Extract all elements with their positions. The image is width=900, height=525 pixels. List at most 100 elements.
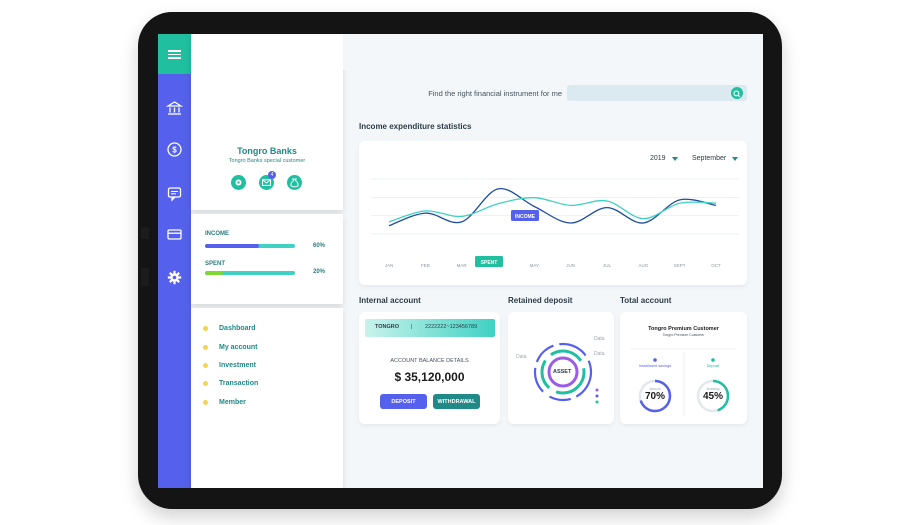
data-label: Data [594, 336, 605, 342]
income-series-line [388, 188, 717, 227]
svg-text:SPENT: SPENT [481, 260, 498, 266]
balance-title: ACCOUNT BALANCE DETAILS [390, 358, 469, 364]
spent-tag: SPENT [475, 256, 503, 267]
spent-progress [205, 271, 295, 275]
deposit-type-label: Deposit [706, 364, 720, 368]
nav-item-label: Dashboard [219, 324, 256, 332]
profile-settings-button[interactable] [231, 175, 246, 190]
profile-subtitle: Tongro Banks special customer [228, 158, 306, 164]
hamburger-icon [168, 50, 181, 59]
asset-label: ASSET [553, 369, 572, 375]
spent-percent: 20% [312, 269, 325, 275]
spent-label: SPENT [205, 261, 226, 267]
app-screen: $ Tongro Banks Tongro Banks special cust… [158, 34, 763, 488]
nav-bullet-icon [203, 380, 208, 386]
nav-item-label: My account [219, 343, 258, 351]
nav-item-investment[interactable]: Investment [203, 359, 256, 371]
amount-label: Amount [649, 387, 661, 391]
profile-panel: Tongro Banks Tongro Banks special custom… [191, 34, 343, 210]
profile-mail-button[interactable]: 4 [259, 171, 276, 190]
nav-item-label: Transaction [219, 379, 259, 387]
profile-money-button[interactable] [287, 175, 302, 190]
profile-name: Tongro Banks [237, 146, 297, 156]
chat-icon[interactable] [166, 185, 183, 202]
premium-subtitle: Tongro Premium Customer [662, 333, 705, 337]
income-progress [205, 244, 295, 248]
nav-bullet-icon [203, 362, 208, 368]
installment-value: 70% [644, 391, 665, 402]
mail-icon [262, 179, 271, 186]
income-percent: 60% [312, 243, 325, 249]
x-tick-label: JUL [603, 263, 611, 268]
dollar-icon[interactable]: $ [166, 141, 183, 158]
internal-account-title: Internal account [359, 296, 421, 305]
tablet-side-button [141, 268, 149, 286]
installment-label: Installment savings [638, 364, 672, 368]
menu-button[interactable] [158, 34, 191, 74]
total-account-rings [630, 348, 737, 416]
chart-title: Income expenditure statistics [359, 122, 472, 131]
income-progress-fill [205, 244, 259, 248]
retained-deposit-title: Retained deposit [508, 296, 573, 305]
account-bank: TONGRO [375, 324, 400, 330]
nav-item-label: Investment [219, 361, 256, 369]
x-tick-label: MAR [457, 263, 468, 268]
retained-deposit-card [508, 312, 614, 424]
total-account-title: Total account [620, 296, 672, 305]
nav-item-transaction[interactable]: Transaction [203, 377, 258, 389]
svg-text:$: $ [172, 145, 177, 154]
spent-progress-fill [205, 271, 223, 275]
nav-bullet-icon [203, 399, 208, 405]
nav-item-label: Member [219, 398, 246, 406]
gear-icon[interactable] [166, 269, 183, 286]
stats-panel: INCOME 60% SPENT 20% [191, 214, 343, 304]
top-bar [343, 34, 763, 70]
year-select[interactable]: 2019 [650, 155, 678, 162]
nav-item-dashboard[interactable]: Dashboard [203, 322, 256, 334]
nav-panel: Dashboard My account Investment Transact… [191, 308, 343, 488]
settings-icon [235, 179, 242, 186]
x-tick-label: JAN [385, 263, 394, 268]
x-tick-label: JUN [566, 263, 575, 268]
nav-bullet-icon [203, 344, 208, 350]
notification-badge: 4 [268, 171, 276, 179]
income-tag: INCOME [511, 210, 539, 221]
deposit-value: 45% [702, 391, 723, 402]
chevron-down-icon [732, 156, 739, 161]
withdrawal-button[interactable]: WITHDRAWAL [433, 394, 480, 409]
balance-amount: $ 35,120,000 [394, 370, 465, 384]
income-chart: JANFEBMARAPRMAYJUNJULAUGSEPTOCTINCOMESPE… [371, 178, 739, 268]
nav-bullet-icon [203, 325, 208, 331]
search-label: Find the right financial instrument for … [428, 89, 562, 98]
income-label: INCOME [205, 231, 229, 237]
month-select-value: September [692, 155, 727, 162]
search-button[interactable] [731, 87, 743, 99]
premium-title: Tongro Premium Customer [648, 326, 719, 332]
account-number: 2222222~123456789 [425, 324, 478, 330]
data-label: Data [516, 354, 527, 360]
chevron-down-icon [671, 156, 678, 161]
search-input[interactable] [567, 85, 747, 101]
spent-series-line [388, 197, 717, 223]
icon-rail: $ [158, 34, 191, 488]
tablet-side-button [141, 227, 149, 239]
year-select-value: 2019 [650, 155, 666, 162]
deposit-button[interactable]: DEPOSIT [380, 394, 427, 409]
nav-item-my-account[interactable]: My account [203, 341, 258, 353]
data-label: Data [594, 351, 605, 357]
investing-label: Investing [706, 387, 720, 391]
money-bag-icon [290, 178, 299, 188]
x-tick-label: OCT [711, 263, 721, 268]
x-tick-label: MAY [530, 263, 539, 268]
x-tick-label: AUG [638, 263, 648, 268]
bank-icon[interactable] [166, 100, 183, 117]
account-number-strip: TONGRO | 2222222~123456789 [365, 319, 495, 337]
card-icon[interactable] [166, 226, 183, 243]
x-tick-label: FEB [421, 263, 430, 268]
account-separator: | [411, 324, 413, 330]
x-tick-label: SEPT [674, 263, 686, 268]
nav-item-member[interactable]: Member [203, 396, 246, 408]
svg-text:INCOME: INCOME [515, 214, 536, 220]
search-icon [733, 90, 741, 98]
month-select[interactable]: September [692, 155, 739, 162]
